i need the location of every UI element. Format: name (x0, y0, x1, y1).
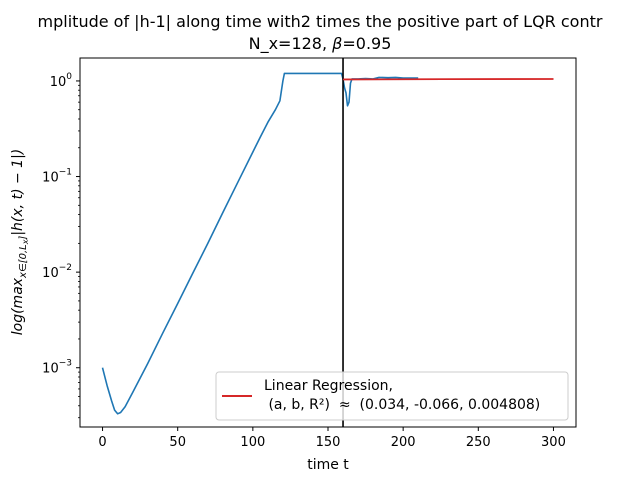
x-tick-label-200: 200 (391, 435, 416, 450)
plot-frame (79, 57, 577, 428)
legend-label-line1: Linear Regression, (264, 378, 393, 394)
y-axis-label: log(maxx∈[0,Lx]|h(x, t) − 1|) (10, 149, 30, 336)
x-tick-label-50: 50 (169, 435, 186, 450)
x-tick-label-100: 100 (240, 435, 265, 450)
legend: Linear Regression, (a, b, R²) ≈ (0.034, … (215, 371, 569, 421)
y-tick-label--3: 10−3 (42, 359, 72, 377)
legend-label-line2: (a, b, R²) ≈ (0.034, -0.066, 0.004808) (264, 397, 540, 413)
x-tick-label-300: 300 (541, 435, 566, 450)
x-axis-label: time t (307, 457, 349, 473)
plot-area (80, 58, 576, 427)
y-tick-label--2: 10−2 (42, 263, 72, 281)
x-tick-label-0: 0 (98, 435, 106, 450)
chart-title-line2: N_x=128, β=0.95 (249, 34, 392, 54)
y-tick-label--1: 10−1 (42, 168, 72, 186)
x-tick-label-150: 150 (316, 435, 341, 450)
ticks-layer: 0 50 100 150 200 250 300 10−3 10−2 10−1 100 (42, 72, 566, 450)
x-tick-label-250: 250 (466, 435, 491, 450)
legend-box (215, 371, 569, 421)
plot-layer (101, 58, 554, 427)
y-tick-label-0: 100 (50, 72, 73, 90)
chart-title-line1: mplitude of |h-1| along time with2 times… (38, 12, 603, 31)
